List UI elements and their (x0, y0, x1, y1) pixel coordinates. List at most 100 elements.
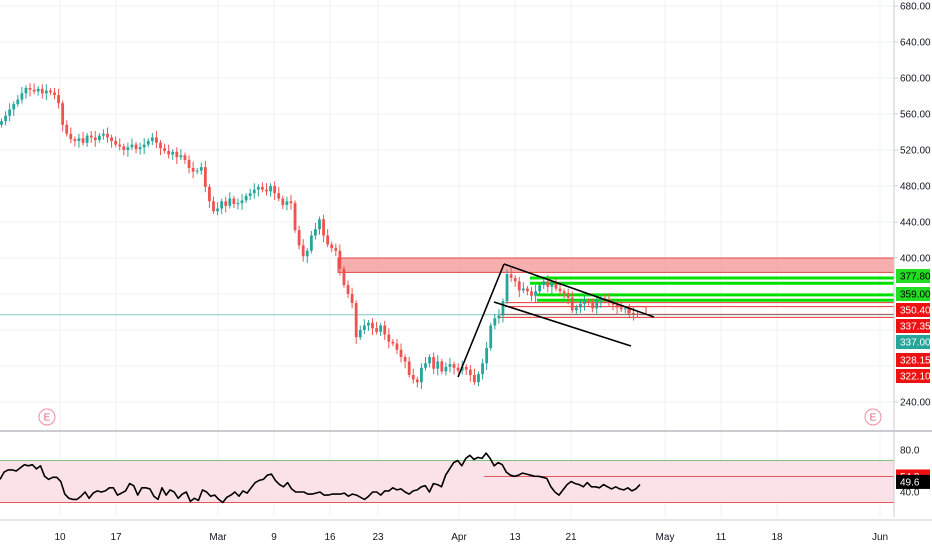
candle[interactable] (212, 201, 215, 212)
candle[interactable] (562, 291, 566, 294)
candle[interactable] (534, 291, 537, 296)
candle[interactable] (611, 303, 615, 305)
candle[interactable] (554, 283, 558, 289)
candle[interactable] (126, 147, 130, 150)
candle[interactable] (102, 133, 105, 136)
candle[interactable] (146, 141, 150, 145)
candle[interactable] (513, 277, 517, 282)
candle[interactable] (289, 201, 293, 204)
candle[interactable] (114, 141, 118, 145)
candle[interactable] (159, 142, 162, 149)
candle[interactable] (183, 155, 187, 160)
candle[interactable] (383, 325, 387, 335)
candle[interactable] (232, 198, 236, 204)
candle[interactable] (428, 357, 431, 364)
candle[interactable] (89, 135, 93, 138)
candle[interactable] (375, 328, 378, 332)
candle[interactable] (436, 361, 440, 369)
candle[interactable] (391, 341, 395, 344)
candle[interactable] (334, 248, 338, 251)
candle[interactable] (85, 135, 89, 143)
candle[interactable] (236, 203, 240, 205)
candle[interactable] (191, 168, 195, 172)
candle[interactable] (224, 201, 228, 206)
candle[interactable] (395, 343, 399, 350)
candle[interactable] (273, 186, 277, 194)
candle[interactable] (338, 250, 342, 269)
candle[interactable] (0, 121, 3, 125)
candle[interactable] (244, 195, 248, 201)
resistance-zone[interactable] (337, 257, 895, 273)
candle[interactable] (627, 308, 631, 313)
candle[interactable] (305, 250, 309, 257)
candle[interactable] (216, 208, 219, 212)
candle[interactable] (281, 198, 285, 205)
candle[interactable] (448, 364, 452, 367)
candle[interactable] (587, 301, 590, 303)
candle[interactable] (208, 186, 211, 202)
candle[interactable] (615, 304, 619, 308)
candle[interactable] (362, 325, 366, 331)
candle[interactable] (130, 144, 134, 148)
candle[interactable] (424, 363, 427, 368)
candle[interactable] (142, 144, 146, 148)
candle[interactable] (464, 366, 468, 370)
candle[interactable] (517, 281, 521, 291)
candle[interactable] (346, 285, 350, 294)
candle[interactable] (546, 281, 550, 287)
candle[interactable] (314, 229, 317, 236)
candle[interactable] (199, 167, 203, 171)
price-label-bg[interactable] (896, 303, 930, 317)
candle[interactable] (497, 315, 501, 319)
candle[interactable] (12, 104, 16, 110)
candle[interactable] (81, 138, 85, 143)
candle[interactable] (420, 367, 423, 383)
price-label-bg[interactable] (896, 319, 930, 333)
candle[interactable] (326, 235, 330, 245)
candle[interactable] (452, 364, 456, 368)
candle[interactable] (134, 144, 138, 150)
candle[interactable] (240, 200, 244, 204)
candle[interactable] (318, 219, 321, 230)
candle[interactable] (403, 357, 407, 362)
candle[interactable] (65, 124, 69, 134)
candle[interactable] (623, 308, 627, 310)
candle[interactable] (106, 133, 109, 138)
candle[interactable] (440, 361, 444, 372)
candle[interactable] (20, 93, 24, 100)
candle[interactable] (73, 139, 77, 141)
candle[interactable] (150, 137, 154, 141)
earnings-marker[interactable] (38, 408, 56, 426)
candle[interactable] (36, 88, 40, 92)
candle[interactable] (167, 150, 171, 155)
candle[interactable] (367, 322, 370, 326)
candle[interactable] (309, 235, 313, 251)
price-label-bg[interactable] (896, 269, 930, 283)
candle[interactable] (583, 301, 586, 304)
candle[interactable] (195, 170, 199, 172)
candle[interactable] (261, 186, 264, 190)
candle[interactable] (293, 203, 297, 231)
oscillator-line[interactable] (0, 452, 641, 504)
candle[interactable] (93, 137, 97, 141)
candle[interactable] (371, 322, 374, 329)
candle[interactable] (411, 375, 415, 380)
candle[interactable] (489, 325, 493, 349)
candle[interactable] (354, 303, 358, 338)
candle[interactable] (444, 366, 448, 372)
earnings-marker[interactable] (864, 408, 882, 426)
candle[interactable] (550, 283, 554, 287)
candle[interactable] (619, 307, 623, 310)
candle[interactable] (277, 193, 281, 199)
candle[interactable] (138, 147, 142, 150)
candle[interactable] (97, 135, 101, 141)
candle[interactable] (432, 357, 436, 369)
candle[interactable] (350, 294, 354, 303)
candle[interactable] (636, 313, 639, 315)
candle[interactable] (24, 87, 28, 94)
candle[interactable] (456, 367, 460, 371)
candle[interactable] (269, 186, 272, 192)
candle[interactable] (358, 330, 362, 338)
price-label-bg[interactable] (896, 353, 930, 367)
